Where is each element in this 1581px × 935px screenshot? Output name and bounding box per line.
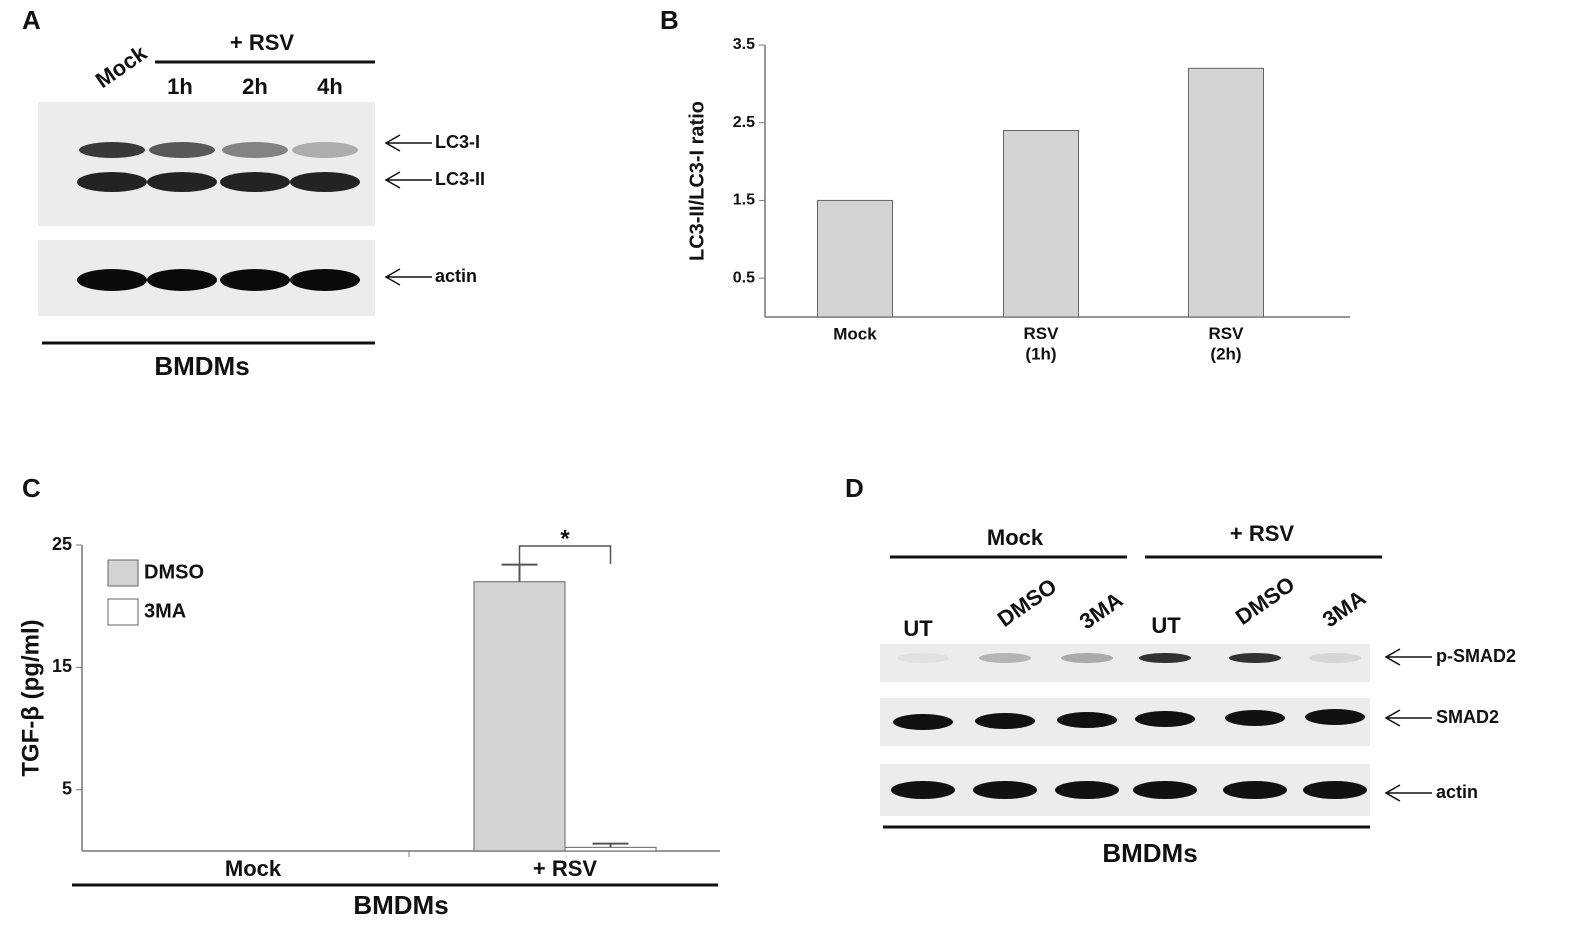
band-label: LC3-I [435,132,480,152]
lane-label: 2h [242,74,268,99]
band [1139,653,1191,663]
bar [1003,129,1079,318]
arrow [1384,784,1432,802]
lane-label: DMSO [1231,571,1299,629]
band [292,142,358,158]
band [1133,781,1197,799]
lane-label: UT [903,616,933,641]
y-tick-label: 2.5 [733,114,755,131]
bar [564,846,657,852]
y-axis-label: LC3-II/LC3-I ratio [686,101,708,261]
band-label: actin [435,266,477,286]
band [77,172,147,192]
arrow [1384,709,1432,727]
panel-label: A [22,5,41,35]
x-tick-label: Mock [225,856,282,881]
blot-a: + RSV Mock 1h 2h 4h LC3-I LC3-II actin B… [38,30,485,381]
y-tick-label: 1.5 [733,192,755,209]
blot-strip [880,764,1370,816]
arrow [1384,648,1432,666]
x-axis-label: BMDMs [353,890,448,920]
group-label: + RSV [230,30,295,55]
band [973,781,1037,799]
band-label: LC3-II [435,169,485,189]
lane-label: 1h [167,74,193,99]
significance-bracket [518,545,612,564]
band [1303,781,1367,799]
lane-label: 4h [317,74,343,99]
band [147,269,217,291]
band [1057,712,1117,728]
band [220,172,290,192]
band [975,713,1035,729]
y-tick-label: 5 [62,779,72,799]
band-label: p-SMAD2 [1436,646,1516,666]
y-tick-label: 25 [52,534,72,554]
band [1223,781,1287,799]
arrow [384,134,432,152]
band [222,142,288,158]
arrow [384,171,432,189]
lane-label: Mock [91,40,152,93]
legend-swatch [107,559,139,587]
annotation: * [560,525,570,552]
band [979,653,1031,663]
x-tick-label: Mock [833,324,877,343]
band [290,172,360,192]
lane-label: 3MA [1075,587,1127,634]
lane-label: 3MA [1318,585,1370,632]
blot-strip [38,102,375,226]
band [891,781,955,799]
band [1225,710,1285,726]
y-tick-label: 3.5 [733,36,755,53]
blot-strip [880,644,1370,682]
band [1305,709,1365,725]
y-axis-label: TGF-β (pg/ml) [17,619,44,776]
y-tick-label: 15 [52,656,72,676]
band [147,172,217,192]
error-bar [501,563,538,582]
band [893,714,953,730]
band-label: SMAD2 [1436,707,1499,727]
band-label: actin [1436,782,1478,802]
footer-label: BMDMs [1102,838,1197,868]
bar [1188,67,1264,318]
error-bar [592,842,629,848]
band [290,269,360,291]
band [77,269,147,291]
group-label: Mock [987,525,1044,550]
band [79,142,145,158]
bar [817,199,893,318]
legend-label: 3MA [144,600,186,622]
band [1309,653,1361,663]
lane-label: DMSO [993,573,1061,631]
panel-label: D [845,473,864,503]
bar [473,581,566,852]
band [1135,711,1195,727]
band [897,653,949,663]
group-label: + RSV [1230,521,1295,546]
blot-strip [880,698,1370,746]
legend-swatch [107,598,139,626]
legend-label: DMSO [144,561,204,583]
bands [77,142,360,291]
x-tick-label: + RSV [533,856,598,881]
panel-label: B [660,5,679,35]
x-tick-label: RSV (1h) [1024,324,1060,363]
blot-d: Mock + RSV UT DMSO 3MA UT DMSO 3MA p-SMA… [880,521,1516,868]
lane-label: UT [1151,613,1181,638]
bands [891,653,1367,799]
x-tick-label: RSV (2h) [1209,324,1245,363]
footer-label: BMDMs [154,351,249,381]
y-tick-label: 0.5 [733,269,755,286]
band [149,142,215,158]
arrow [384,268,432,286]
panel-label: C [22,473,41,503]
band [1055,781,1119,799]
band [1229,653,1281,663]
band [1061,653,1113,663]
band [220,269,290,291]
